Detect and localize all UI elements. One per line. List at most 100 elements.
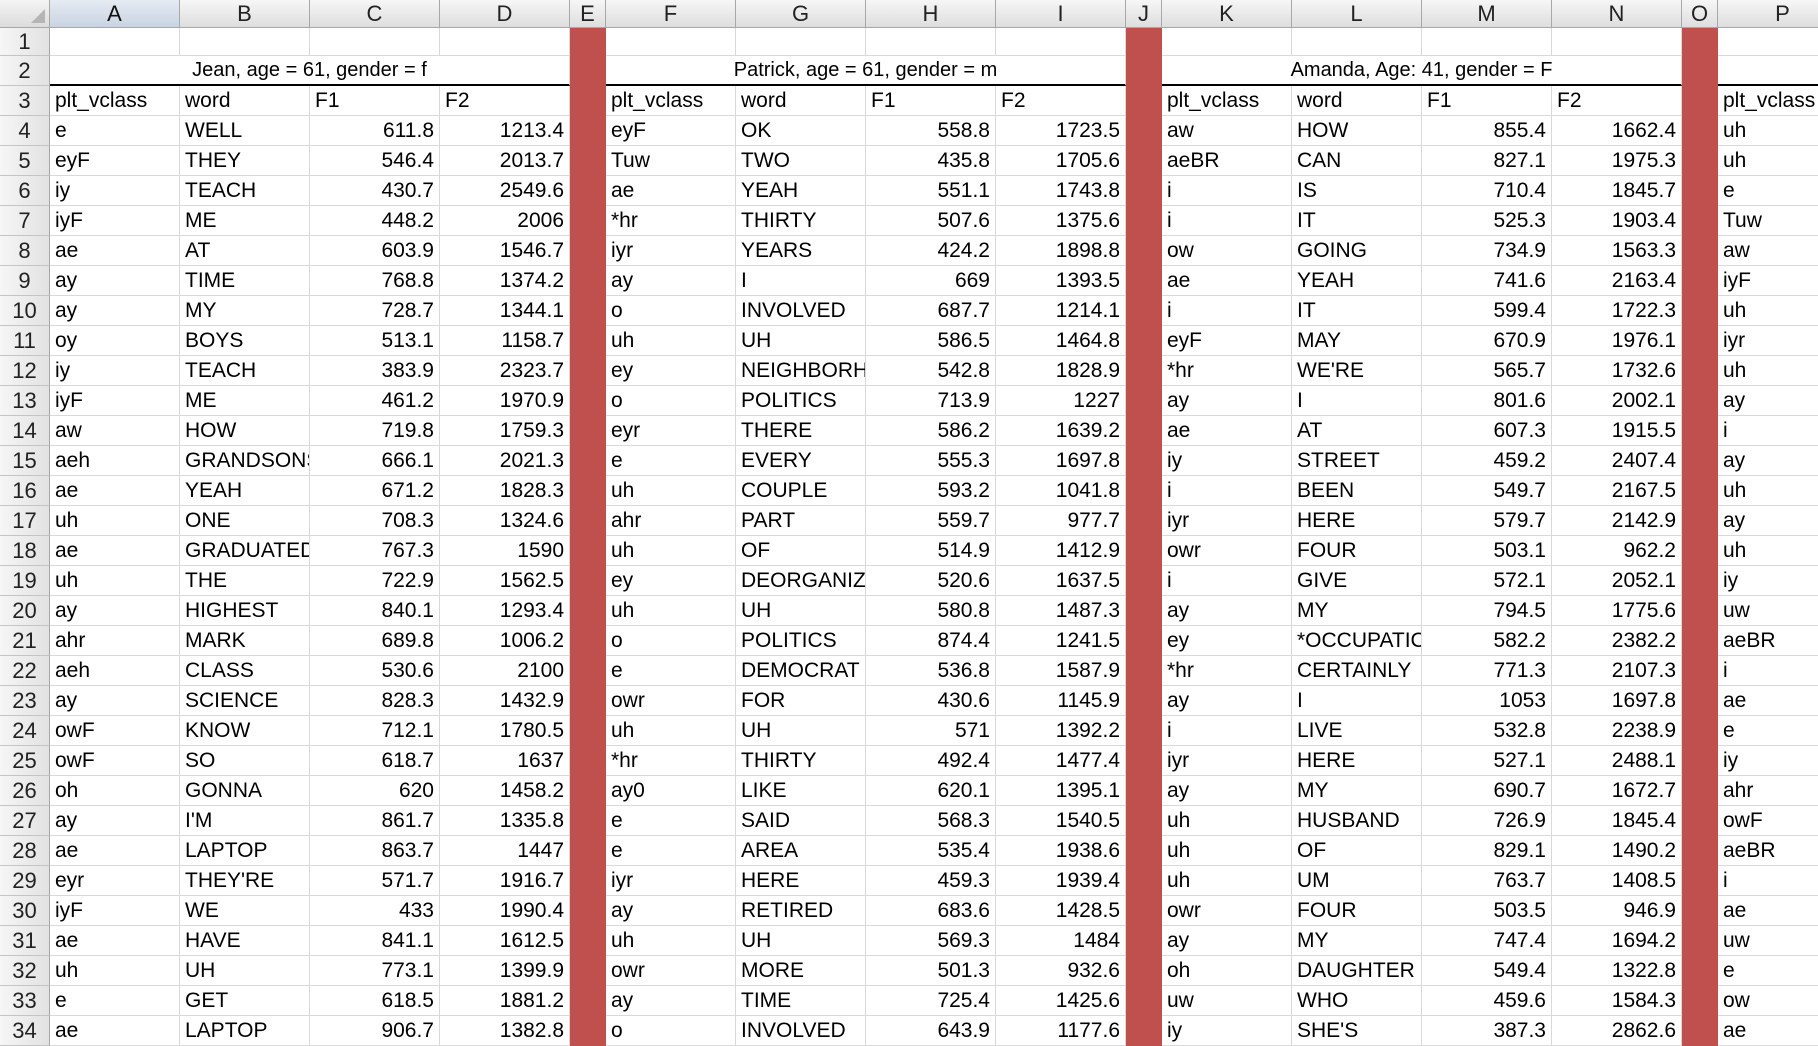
cell-f1[interactable]: 551.1 <box>866 176 996 206</box>
cell-vowel-class[interactable]: i <box>1718 866 1818 896</box>
cell-f1[interactable]: 773.1 <box>310 956 440 986</box>
row-header-16[interactable]: 16 <box>0 476 50 506</box>
cell-vowel-class[interactable]: ay <box>1718 446 1818 476</box>
cell-f2[interactable]: 932.6 <box>996 956 1126 986</box>
cell-vowel-class[interactable]: oh <box>1162 956 1292 986</box>
column-header-i[interactable]: I <box>996 0 1126 28</box>
cell-empty[interactable] <box>606 28 736 56</box>
cell-vowel-class[interactable]: iyr <box>1162 746 1292 776</box>
cell-f1[interactable]: 549.7 <box>1422 476 1552 506</box>
cell-empty[interactable] <box>1162 28 1292 56</box>
cell-f2[interactable]: 977.7 <box>996 506 1126 536</box>
cell-f2[interactable]: 1158.7 <box>440 326 570 356</box>
cell-f1[interactable]: 459.2 <box>1422 446 1552 476</box>
cell-vowel-class[interactable]: *hr <box>1162 356 1292 386</box>
cell-vowel-class[interactable]: oy <box>50 326 180 356</box>
cell-word[interactable]: DEMOCRAT <box>736 656 866 686</box>
cell-word[interactable]: MORE <box>736 956 866 986</box>
cell-vowel-class[interactable]: iyF <box>1718 266 1818 296</box>
cell-f1[interactable]: 1053 <box>1422 686 1552 716</box>
cell-f1[interactable]: 568.3 <box>866 806 996 836</box>
cell-vowel-class[interactable]: eyF <box>50 146 180 176</box>
field-header-plt-vclass[interactable]: plt_vclass <box>1162 86 1292 116</box>
cell-f1[interactable]: 572.1 <box>1422 566 1552 596</box>
cell-vowel-class[interactable]: ahr <box>50 626 180 656</box>
column-header-h[interactable]: H <box>866 0 996 28</box>
cell-f2[interactable]: 1293.4 <box>440 596 570 626</box>
field-header-plt-vclass[interactable]: plt_vclass <box>1718 86 1818 116</box>
cell-word[interactable]: WE <box>180 896 310 926</box>
cell-word[interactable]: COUPLE <box>736 476 866 506</box>
cell-vowel-class[interactable]: o <box>606 386 736 416</box>
cell-f1[interactable]: 532.8 <box>1422 716 1552 746</box>
row-header-18[interactable]: 18 <box>0 536 50 566</box>
cell-word[interactable]: MARK <box>180 626 310 656</box>
cell-f1[interactable]: 503.1 <box>1422 536 1552 566</box>
cell-empty[interactable] <box>866 28 996 56</box>
cell-word[interactable]: TEACH <box>180 176 310 206</box>
cell-f2[interactable]: 2382.2 <box>1552 626 1682 656</box>
cell-word[interactable]: AT <box>1292 416 1422 446</box>
cell-f1[interactable]: 535.4 <box>866 836 996 866</box>
cell-word[interactable]: OF <box>1292 836 1422 866</box>
cell-word[interactable]: HERE <box>1292 746 1422 776</box>
cell-f2[interactable]: 1939.4 <box>996 866 1126 896</box>
cell-vowel-class[interactable]: ahr <box>606 506 736 536</box>
cell-f2[interactable]: 1484 <box>996 926 1126 956</box>
cell-vowel-class[interactable]: uh <box>606 476 736 506</box>
cell-vowel-class[interactable]: i <box>1162 566 1292 596</box>
cell-f1[interactable]: 710.4 <box>1422 176 1552 206</box>
cell-vowel-class[interactable]: ae <box>1162 416 1292 446</box>
row-header-24[interactable]: 24 <box>0 716 50 746</box>
cell-word[interactable]: HOW <box>180 416 310 446</box>
cell-f2[interactable]: 1662.4 <box>1552 116 1682 146</box>
cell-f1[interactable]: 683.6 <box>866 896 996 926</box>
cell-word[interactable]: HERE <box>736 866 866 896</box>
cell-f1[interactable]: 546.4 <box>310 146 440 176</box>
cell-vowel-class[interactable]: aeh <box>50 446 180 476</box>
cell-word[interactable]: YEAH <box>736 176 866 206</box>
cell-f1[interactable]: 690.7 <box>1422 776 1552 806</box>
cell-word[interactable]: IT <box>1292 206 1422 236</box>
cell-f2[interactable]: 1975.3 <box>1552 146 1682 176</box>
cell-word[interactable]: EVERY <box>736 446 866 476</box>
cell-f1[interactable]: 527.1 <box>1422 746 1552 776</box>
cell-f1[interactable]: 768.8 <box>310 266 440 296</box>
cell-f1[interactable]: 514.9 <box>866 536 996 566</box>
cell-f1[interactable]: 536.8 <box>866 656 996 686</box>
cell-vowel-class[interactable]: e <box>50 986 180 1016</box>
cell-f2[interactable]: 1241.5 <box>996 626 1126 656</box>
cell-word[interactable]: DEORGANIZA <box>736 566 866 596</box>
cell-word[interactable]: GIVE <box>1292 566 1422 596</box>
row-header-27[interactable]: 27 <box>0 806 50 836</box>
cell-f1[interactable]: 671.2 <box>310 476 440 506</box>
row-header-25[interactable]: 25 <box>0 746 50 776</box>
cell-word[interactable]: MY <box>1292 926 1422 956</box>
cell-vowel-class[interactable]: aw <box>1162 116 1292 146</box>
cell-f1[interactable]: 448.2 <box>310 206 440 236</box>
cell-vowel-class[interactable]: iy <box>50 176 180 206</box>
cell-word[interactable]: KNOW <box>180 716 310 746</box>
cell-f1[interactable]: 855.4 <box>1422 116 1552 146</box>
column-header-e[interactable]: E <box>570 0 606 28</box>
cell-f1[interactable]: 771.3 <box>1422 656 1552 686</box>
cell-word[interactable]: THE <box>180 566 310 596</box>
cell-f1[interactable]: 579.7 <box>1422 506 1552 536</box>
cell-f2[interactable]: 2013.7 <box>440 146 570 176</box>
row-header-15[interactable]: 15 <box>0 446 50 476</box>
cell-vowel-class[interactable]: i <box>1162 716 1292 746</box>
cell-vowel-class[interactable]: ay <box>1162 926 1292 956</box>
cell-word[interactable]: SHE'S <box>1292 1016 1422 1046</box>
cell-word[interactable]: WHO <box>1292 986 1422 1016</box>
field-header-f2[interactable]: F2 <box>996 86 1126 116</box>
cell-vowel-class[interactable]: ay <box>50 596 180 626</box>
cell-f1[interactable]: 424.2 <box>866 236 996 266</box>
cell-f1[interactable]: 687.7 <box>866 296 996 326</box>
cell-f2[interactable]: 1828.9 <box>996 356 1126 386</box>
cell-word[interactable]: SO <box>180 746 310 776</box>
row-header-32[interactable]: 32 <box>0 956 50 986</box>
cell-empty[interactable] <box>310 28 440 56</box>
cell-f2[interactable]: 1428.5 <box>996 896 1126 926</box>
cell-vowel-class[interactable]: aeBR <box>1718 626 1818 656</box>
cell-f2[interactable]: 1915.5 <box>1552 416 1682 446</box>
